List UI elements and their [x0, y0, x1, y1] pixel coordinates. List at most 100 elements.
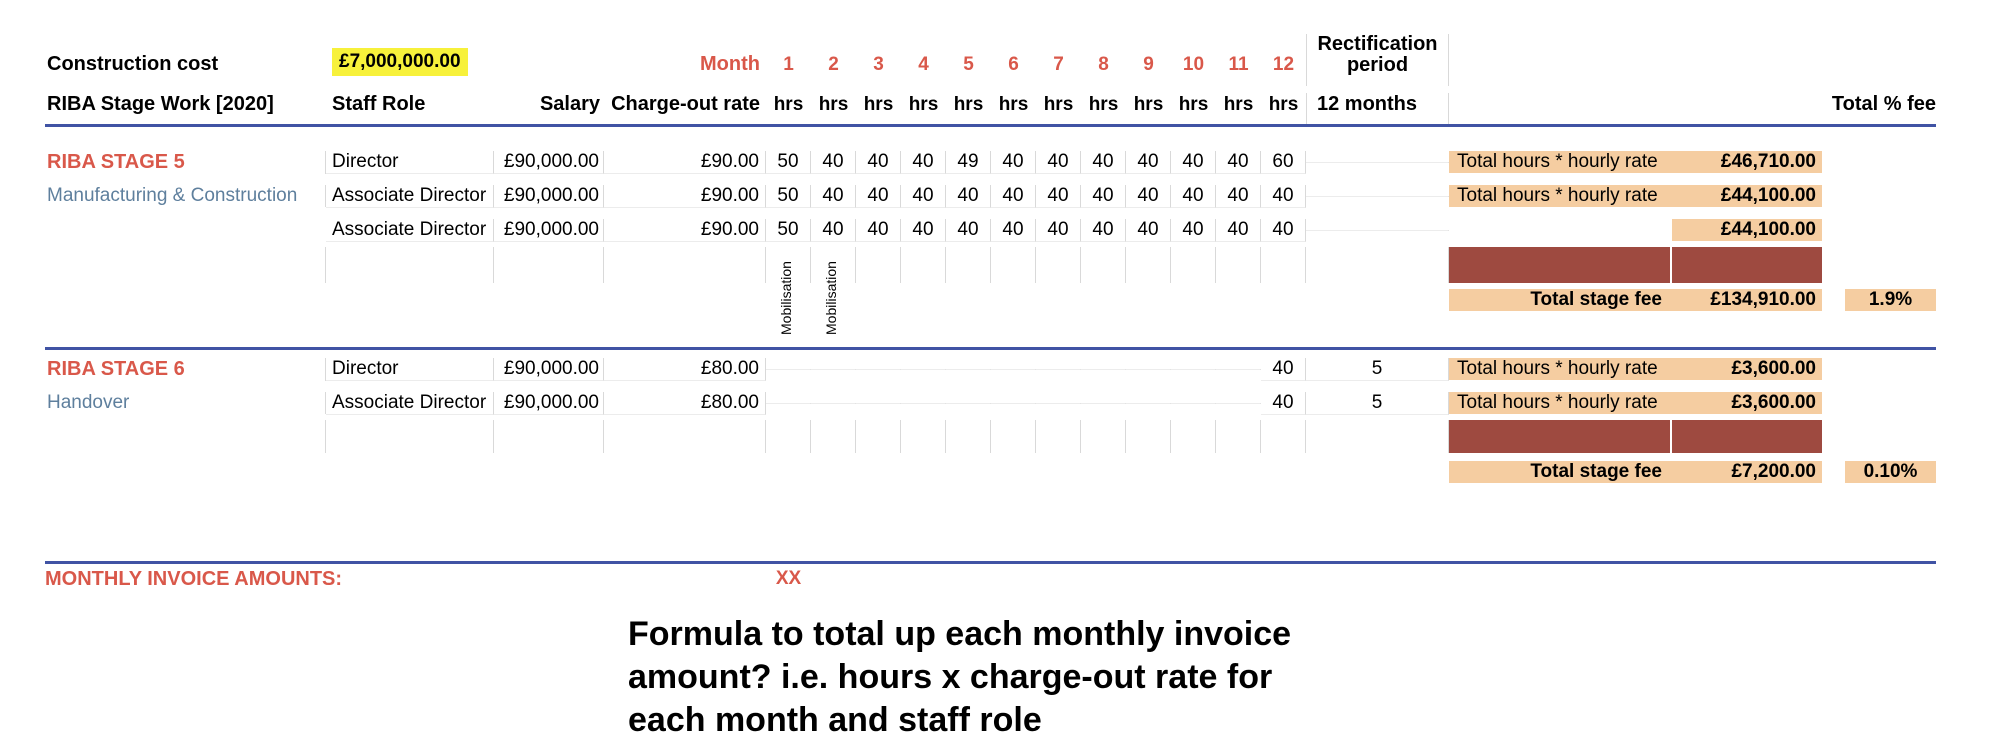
hours-cell[interactable]: 40 [1171, 218, 1216, 242]
hours-cell[interactable]: 40 [856, 184, 901, 208]
hours-cell[interactable]: 40 [1126, 184, 1171, 208]
hours-cell[interactable]: 40 [1261, 184, 1306, 208]
month-number: 8 [1098, 54, 1109, 75]
riba-stage-6-section: RIBA STAGE 6 Director £90,000.00 £80.00 … [45, 352, 1936, 488]
staff-role-cell[interactable]: Director [326, 357, 494, 381]
charge-out-rate-cell[interactable]: £80.00 [604, 357, 766, 381]
hours-cell[interactable]: 40 [1036, 150, 1081, 174]
hours-cell[interactable]: 40 [1081, 150, 1126, 174]
hours-cell[interactable]: 40 [811, 184, 856, 208]
monthly-invoice-placeholder[interactable]: XX [775, 568, 802, 589]
charge-out-rate-cell[interactable]: £90.00 [604, 150, 766, 174]
hours-cell[interactable] [991, 402, 1036, 404]
hours-cell[interactable]: 40 [991, 218, 1036, 242]
fee-amount-cell[interactable]: £44,100.00 [1672, 185, 1822, 207]
total-pct-fee-value[interactable]: 0.10% [1845, 460, 1936, 483]
salary-cell[interactable]: £90,000.00 [494, 218, 604, 242]
hours-cell[interactable] [901, 368, 946, 370]
hours-cell[interactable] [1081, 402, 1126, 404]
total-pct-fee-value[interactable]: 1.9% [1845, 288, 1936, 311]
hours-cell[interactable]: 40 [946, 218, 991, 242]
hrs-column-header: hrs [773, 94, 804, 115]
hours-cell[interactable]: 40 [811, 218, 856, 242]
hours-cell[interactable]: 40 [1216, 218, 1261, 242]
salary-cell[interactable]: £90,000.00 [494, 150, 604, 174]
hours-cell[interactable]: 40 [1081, 218, 1126, 242]
hours-cell[interactable] [811, 402, 856, 404]
spreadsheet: Construction cost £7,000,000.00 Month 1 … [45, 0, 1936, 592]
header-row-top: Construction cost £7,000,000.00 Month 1 … [45, 0, 1936, 86]
hours-cell[interactable]: 40 [1171, 184, 1216, 208]
hours-cell[interactable]: 40 [1081, 184, 1126, 208]
charge-out-rate-cell[interactable]: £90.00 [604, 218, 766, 242]
hours-cell[interactable]: 40 [1216, 150, 1261, 174]
hours-cell[interactable] [856, 368, 901, 370]
staff-role-cell[interactable]: Associate Director [326, 391, 494, 415]
fee-amount-cell[interactable]: £3,600.00 [1672, 392, 1822, 414]
hours-cell[interactable] [946, 402, 991, 404]
fee-amount-cell[interactable]: £44,100.00 [1672, 219, 1822, 241]
hours-cell[interactable]: 40 [856, 218, 901, 242]
hours-cell[interactable] [856, 402, 901, 404]
hours-cell[interactable] [1216, 368, 1261, 370]
rectification-hours-cell[interactable]: 5 [1306, 391, 1449, 415]
hours-cell[interactable] [1216, 402, 1261, 404]
hours-cell[interactable]: 40 [1261, 218, 1306, 242]
hours-cell[interactable] [1126, 402, 1171, 404]
construction-cost-cell[interactable]: £7,000,000.00 [326, 48, 494, 86]
hours-cell[interactable]: 40 [946, 184, 991, 208]
staff-role-cell[interactable]: Associate Director [326, 218, 494, 242]
hours-cell[interactable]: 40 [1171, 150, 1216, 174]
hours-cell[interactable]: 40 [1126, 218, 1171, 242]
total-stage-fee-amount[interactable]: £7,200.00 [1672, 460, 1822, 483]
hours-cell[interactable]: 40 [991, 150, 1036, 174]
hours-cell[interactable] [901, 402, 946, 404]
hours-cell[interactable]: 49 [946, 150, 991, 174]
fee-amount-cell[interactable]: £46,710.00 [1672, 151, 1822, 173]
hours-cell[interactable]: 40 [1216, 184, 1261, 208]
hours-cell[interactable]: 40 [1036, 184, 1081, 208]
hours-cell[interactable]: 50 [766, 184, 811, 208]
hours-cell[interactable] [766, 402, 811, 404]
salary-cell[interactable]: £90,000.00 [494, 184, 604, 208]
hours-cell[interactable]: 40 [1126, 150, 1171, 174]
hours-cell[interactable] [811, 368, 856, 370]
hours-cell[interactable] [1171, 368, 1216, 370]
construction-cost-value[interactable]: £7,000,000.00 [332, 48, 468, 76]
hours-cell[interactable] [1126, 368, 1171, 370]
rectification-hours-cell[interactable] [1306, 195, 1449, 197]
rectification-hours-cell[interactable] [1306, 161, 1449, 163]
hours-cell[interactable]: 40 [1036, 218, 1081, 242]
hours-cell[interactable]: 40 [811, 150, 856, 174]
rectification-hours-cell[interactable] [1306, 229, 1449, 231]
charge-out-rate-cell[interactable]: £80.00 [604, 391, 766, 415]
hours-cell[interactable]: 50 [766, 150, 811, 174]
charge-out-rate-cell[interactable]: £90.00 [604, 184, 766, 208]
hours-cell[interactable]: 40 [991, 184, 1036, 208]
salary-cell[interactable]: £90,000.00 [494, 391, 604, 415]
hours-cell[interactable]: 40 [1261, 391, 1306, 415]
hours-cell[interactable]: 40 [1261, 357, 1306, 381]
hours-cell[interactable] [1036, 368, 1081, 370]
salary-cell[interactable]: £90,000.00 [494, 357, 604, 381]
hours-cell[interactable]: 40 [901, 218, 946, 242]
hours-cell[interactable] [946, 368, 991, 370]
hours-cell[interactable] [991, 368, 1036, 370]
hours-cell[interactable] [1036, 402, 1081, 404]
staff-role-cell[interactable]: Director [326, 150, 494, 174]
hours-cell[interactable] [766, 368, 811, 370]
month-header-cell: Month [604, 53, 766, 86]
total-stage-fee-amount[interactable]: £134,910.00 [1672, 288, 1822, 311]
hours-cell[interactable] [1081, 368, 1126, 370]
hours-cell[interactable] [1171, 402, 1216, 404]
hours-cell[interactable]: 40 [901, 184, 946, 208]
hours-cell[interactable]: 40 [901, 150, 946, 174]
hours-cell[interactable]: 40 [856, 150, 901, 174]
rectification-hours-cell[interactable]: 5 [1306, 357, 1449, 381]
staff-role-cell[interactable]: Associate Director [326, 184, 494, 208]
month-label: Month [700, 53, 760, 75]
hours-cell[interactable]: 60 [1261, 150, 1306, 174]
hours-cell[interactable]: 50 [766, 218, 811, 242]
month-number: 12 [1272, 54, 1295, 75]
fee-amount-cell[interactable]: £3,600.00 [1672, 358, 1822, 380]
